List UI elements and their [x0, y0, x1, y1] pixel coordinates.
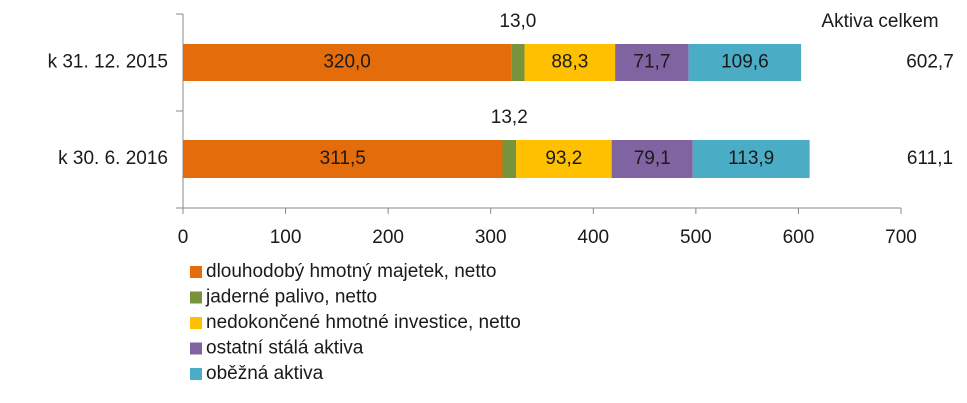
legend-label: dlouhodobý hmotný majetek, netto: [206, 261, 496, 282]
legend-label: oběžná aktiva: [206, 363, 324, 384]
legend-label: nedokončené hmotné investice, netto: [206, 312, 521, 333]
bar-segment: [183, 44, 512, 81]
bar-segment: [615, 44, 689, 81]
x-tick-label: 500: [680, 227, 712, 248]
bar-segment: [516, 140, 612, 178]
category-label: k 31. 12. 2015: [48, 52, 168, 73]
x-tick-label: 600: [783, 227, 815, 248]
value-label: 113,9: [728, 148, 774, 169]
bar-segment: [524, 44, 616, 81]
bar-segment: [688, 44, 802, 81]
x-tick-label: 400: [577, 227, 609, 248]
total-label: 602,7: [906, 52, 954, 73]
legend-swatch: [190, 342, 202, 355]
bar-segment: [692, 140, 810, 178]
legend-swatch: [190, 291, 202, 304]
legend-swatch: [190, 317, 202, 329]
value-label: 71,7: [633, 52, 670, 73]
x-tick-label: 0: [178, 227, 189, 248]
value-label: 109,6: [721, 52, 769, 73]
category-label: k 30. 6. 2016: [58, 148, 168, 169]
legend-swatch: [190, 368, 202, 380]
x-tick-label: 200: [372, 227, 404, 248]
legend-label: ostatní stálá aktiva: [206, 338, 364, 359]
value-label: 311,5: [320, 148, 366, 169]
x-tick-label: 100: [270, 227, 302, 248]
value-label: 320,0: [323, 52, 371, 73]
x-tick-label: 700: [885, 227, 917, 248]
bar-segment: [511, 44, 525, 81]
totals-title: Aktiva celkem: [821, 11, 938, 32]
value-label: 93,2: [545, 148, 582, 169]
x-tick-label: 300: [475, 227, 507, 248]
bar-segment: [502, 140, 517, 178]
value-label: 88,3: [551, 52, 588, 73]
value-label: 13,2: [491, 107, 528, 128]
value-label: 13,0: [499, 11, 536, 32]
bar-segment: [183, 140, 503, 178]
legend-swatch: [190, 266, 202, 278]
legend-label: jaderné palivo, netto: [205, 287, 377, 308]
value-label: 79,1: [634, 148, 671, 169]
bar-segment: [611, 140, 693, 178]
total-label: 611,1: [907, 148, 953, 169]
